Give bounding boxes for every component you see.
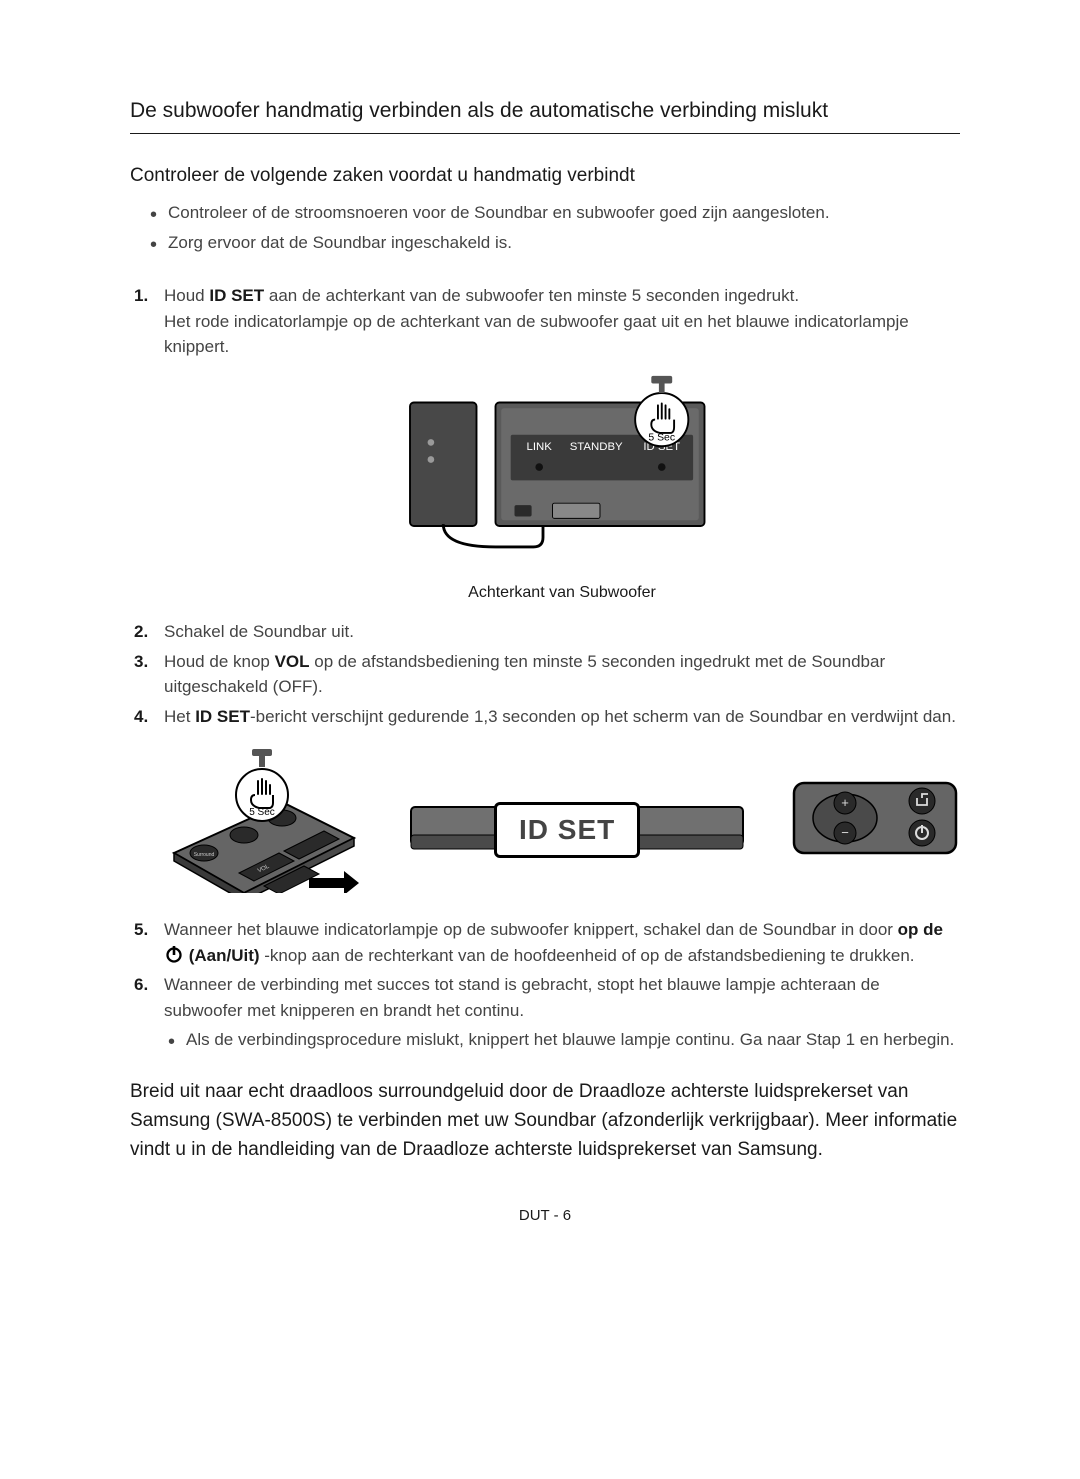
step-5: Wanneer het blauwe indicatorlampje op de… (134, 917, 960, 968)
step-4-text-a: Het (164, 707, 195, 726)
section-title: De subwoofer handmatig verbinden als de … (130, 95, 960, 134)
step-2: Schakel de Soundbar uit. (134, 619, 960, 645)
control-pad-diagram: + − (790, 773, 960, 863)
step-6-text: Wanneer de verbinding met succes tot sta… (164, 975, 880, 1020)
step-4: Het ID SET-bericht verschijnt gedurende … (134, 704, 960, 894)
page-footer: DUT - 6 (130, 1205, 960, 1228)
idset-label: ID SET (209, 286, 264, 305)
check-list: Controleer of de stroomsnoeren voor de S… (130, 200, 960, 255)
step-5-bold-a: op de (898, 920, 943, 939)
five-sec-label: 5 Sec (648, 432, 675, 443)
vol-label: VOL (275, 652, 310, 671)
bottom-note: Breid uit naar echt draadloos surroundge… (130, 1077, 960, 1165)
standby-label: STANDBY (570, 441, 623, 453)
check-item: Controleer of de stroomsnoeren voor de S… (150, 200, 960, 226)
step-5-text-b: -knop aan de rechterkant van de hoofdeen… (260, 946, 915, 965)
figure-subwoofer: LINK STANDBY ID SET 5 Sec Achterkant van… (164, 374, 960, 606)
step-6-sublist: Als de verbindingsprocedure mislukt, kni… (164, 1027, 960, 1053)
link-label: LINK (527, 441, 553, 453)
power-icon (164, 944, 184, 964)
step-4-text-b: -bericht verschijnt gedurende 1,3 second… (250, 707, 956, 726)
subwoofer-diagram: LINK STANDBY ID SET 5 Sec (382, 374, 742, 564)
step-5-bold-b: (Aan/Uit) (184, 946, 260, 965)
check-subtitle: Controleer de volgende zaken voordat u h… (130, 162, 960, 191)
step-5-text-a: Wanneer het blauwe indicatorlampje op de… (164, 920, 898, 939)
five-sec-label-2: 5 Sec (249, 807, 275, 818)
remote-diagram: Surround VOL 5 Sec (164, 743, 364, 893)
step-1-line2: Het rode indicatorlampje op de achterkan… (164, 309, 960, 360)
step-6: Wanneer de verbinding met succes tot sta… (134, 972, 960, 1053)
check-item: Zorg ervoor dat de Soundbar ingeschakeld… (150, 230, 960, 256)
step-1-text-b: aan de achterkant van de subwoofer ten m… (264, 286, 799, 305)
idset-msg-label: ID SET (195, 707, 250, 726)
idset-display: ID SET (494, 802, 640, 858)
svg-text:Surround: Surround (194, 852, 215, 858)
svg-text:+: + (841, 795, 849, 810)
figure-caption: Achterkant van Subwoofer (164, 581, 960, 605)
svg-text:−: − (841, 825, 849, 840)
step-1-text-a: Houd (164, 286, 209, 305)
step-3-text-a: Houd de knop (164, 652, 275, 671)
step-6-sub: Als de verbindingsprocedure mislukt, kni… (168, 1027, 960, 1053)
steps-list: Houd ID SET aan de achterkant van de sub… (130, 283, 960, 1053)
step-3: Houd de knop VOL op de afstandsbediening… (134, 649, 960, 700)
step-1: Houd ID SET aan de achterkant van de sub… (134, 283, 960, 605)
